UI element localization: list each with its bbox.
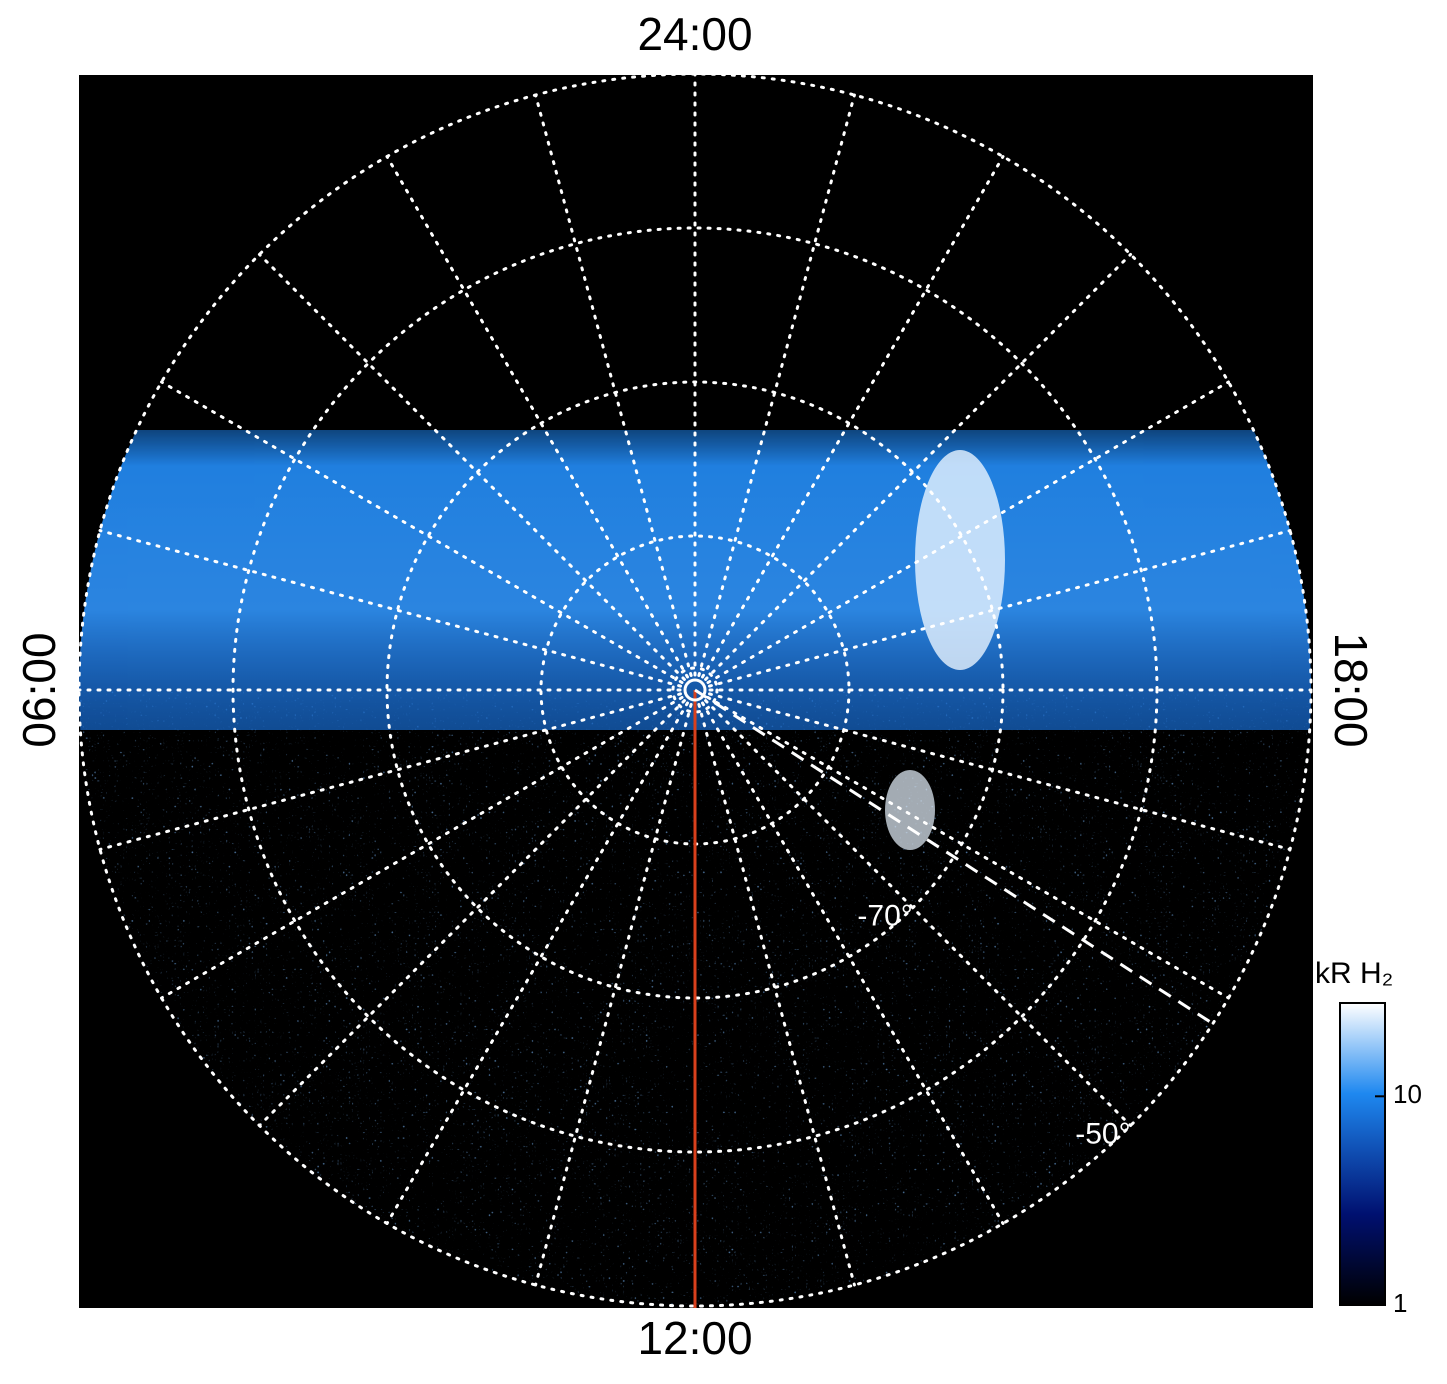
latitude-label: -70° xyxy=(857,900,912,933)
meridian xyxy=(534,702,693,1287)
latitude-ring xyxy=(231,226,1159,1154)
meridian xyxy=(707,692,1292,851)
colorbar-tick-label: 10 xyxy=(1393,1079,1422,1109)
meridian xyxy=(701,155,1005,679)
pole-ring xyxy=(671,666,719,714)
meridian xyxy=(697,93,856,678)
meridian xyxy=(706,696,1230,1000)
meridian xyxy=(257,252,686,681)
meridian xyxy=(98,692,683,851)
latitude-ring xyxy=(385,380,1005,1000)
meridian xyxy=(697,702,856,1287)
meridian xyxy=(160,696,684,1000)
meridian xyxy=(98,529,683,688)
meridian xyxy=(704,699,1133,1128)
meridian xyxy=(701,701,1005,1225)
colorbar xyxy=(1339,1002,1386,1306)
pole-marker xyxy=(683,678,707,702)
meridian xyxy=(704,252,1133,681)
meridian xyxy=(385,155,689,679)
colorbar-label: kR H₂ xyxy=(1315,957,1393,990)
local-time-label: 12:00 xyxy=(637,1312,752,1364)
local-time-label: 06:00 xyxy=(13,632,65,747)
dashed-line xyxy=(694,688,1216,1027)
meridian xyxy=(160,380,684,684)
meridian xyxy=(534,93,693,678)
colorbar-tick-label: 1 xyxy=(1393,1288,1407,1318)
meridian xyxy=(707,529,1292,688)
meridian xyxy=(385,701,689,1225)
local-time-label: 18:00 xyxy=(1325,632,1377,747)
meridian xyxy=(257,699,686,1128)
local-time-label: 24:00 xyxy=(637,8,752,60)
latitude-ring xyxy=(79,75,1313,1308)
meridian xyxy=(706,380,1230,684)
latitude-label: -50° xyxy=(1075,1117,1130,1150)
